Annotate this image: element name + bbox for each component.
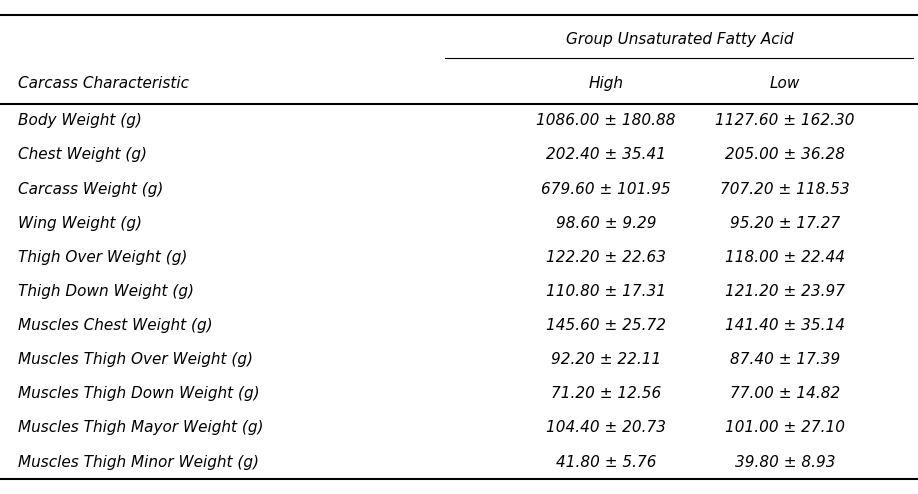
Text: Muscles Thigh Minor Weight (g): Muscles Thigh Minor Weight (g) [18, 454, 260, 470]
Text: Carcass Weight (g): Carcass Weight (g) [18, 182, 163, 197]
Text: 141.40 ± 35.14: 141.40 ± 35.14 [725, 318, 845, 333]
Text: 98.60 ± 9.29: 98.60 ± 9.29 [555, 216, 656, 231]
Text: Muscles Thigh Down Weight (g): Muscles Thigh Down Weight (g) [18, 386, 260, 401]
Text: Chest Weight (g): Chest Weight (g) [18, 147, 148, 163]
Text: Low: Low [769, 77, 800, 91]
Text: 110.80 ± 17.31: 110.80 ± 17.31 [546, 284, 666, 299]
Text: 71.20 ± 12.56: 71.20 ± 12.56 [551, 386, 661, 401]
Text: 121.20 ± 23.97: 121.20 ± 23.97 [725, 284, 845, 299]
Text: Carcass Characteristic: Carcass Characteristic [18, 77, 189, 91]
Text: 41.80 ± 5.76: 41.80 ± 5.76 [555, 454, 656, 470]
Text: 707.20 ± 118.53: 707.20 ± 118.53 [720, 182, 850, 197]
Text: 92.20 ± 22.11: 92.20 ± 22.11 [551, 352, 661, 367]
Text: 122.20 ± 22.63: 122.20 ± 22.63 [546, 250, 666, 265]
Text: 87.40 ± 17.39: 87.40 ± 17.39 [730, 352, 840, 367]
Text: High: High [588, 77, 623, 91]
Text: 145.60 ± 25.72: 145.60 ± 25.72 [546, 318, 666, 333]
Text: 205.00 ± 36.28: 205.00 ± 36.28 [725, 147, 845, 163]
Text: 95.20 ± 17.27: 95.20 ± 17.27 [730, 216, 840, 231]
Text: 118.00 ± 22.44: 118.00 ± 22.44 [725, 250, 845, 265]
Text: Body Weight (g): Body Weight (g) [18, 113, 142, 128]
Text: 679.60 ± 101.95: 679.60 ± 101.95 [541, 182, 671, 197]
Text: 104.40 ± 20.73: 104.40 ± 20.73 [546, 420, 666, 436]
Text: Muscles Thigh Over Weight (g): Muscles Thigh Over Weight (g) [18, 352, 253, 367]
Text: Thigh Down Weight (g): Thigh Down Weight (g) [18, 284, 195, 299]
Text: 39.80 ± 8.93: 39.80 ± 8.93 [734, 454, 835, 470]
Text: 101.00 ± 27.10: 101.00 ± 27.10 [725, 420, 845, 436]
Text: 77.00 ± 14.82: 77.00 ± 14.82 [730, 386, 840, 401]
Text: 1127.60 ± 162.30: 1127.60 ± 162.30 [715, 113, 855, 128]
Text: Muscles Thigh Mayor Weight (g): Muscles Thigh Mayor Weight (g) [18, 420, 263, 436]
Text: Wing Weight (g): Wing Weight (g) [18, 216, 142, 231]
Text: Group Unsaturated Fatty Acid: Group Unsaturated Fatty Acid [565, 32, 793, 47]
Text: Muscles Chest Weight (g): Muscles Chest Weight (g) [18, 318, 213, 333]
Text: Thigh Over Weight (g): Thigh Over Weight (g) [18, 250, 188, 265]
Text: 202.40 ± 35.41: 202.40 ± 35.41 [546, 147, 666, 163]
Text: 1086.00 ± 180.88: 1086.00 ± 180.88 [536, 113, 676, 128]
